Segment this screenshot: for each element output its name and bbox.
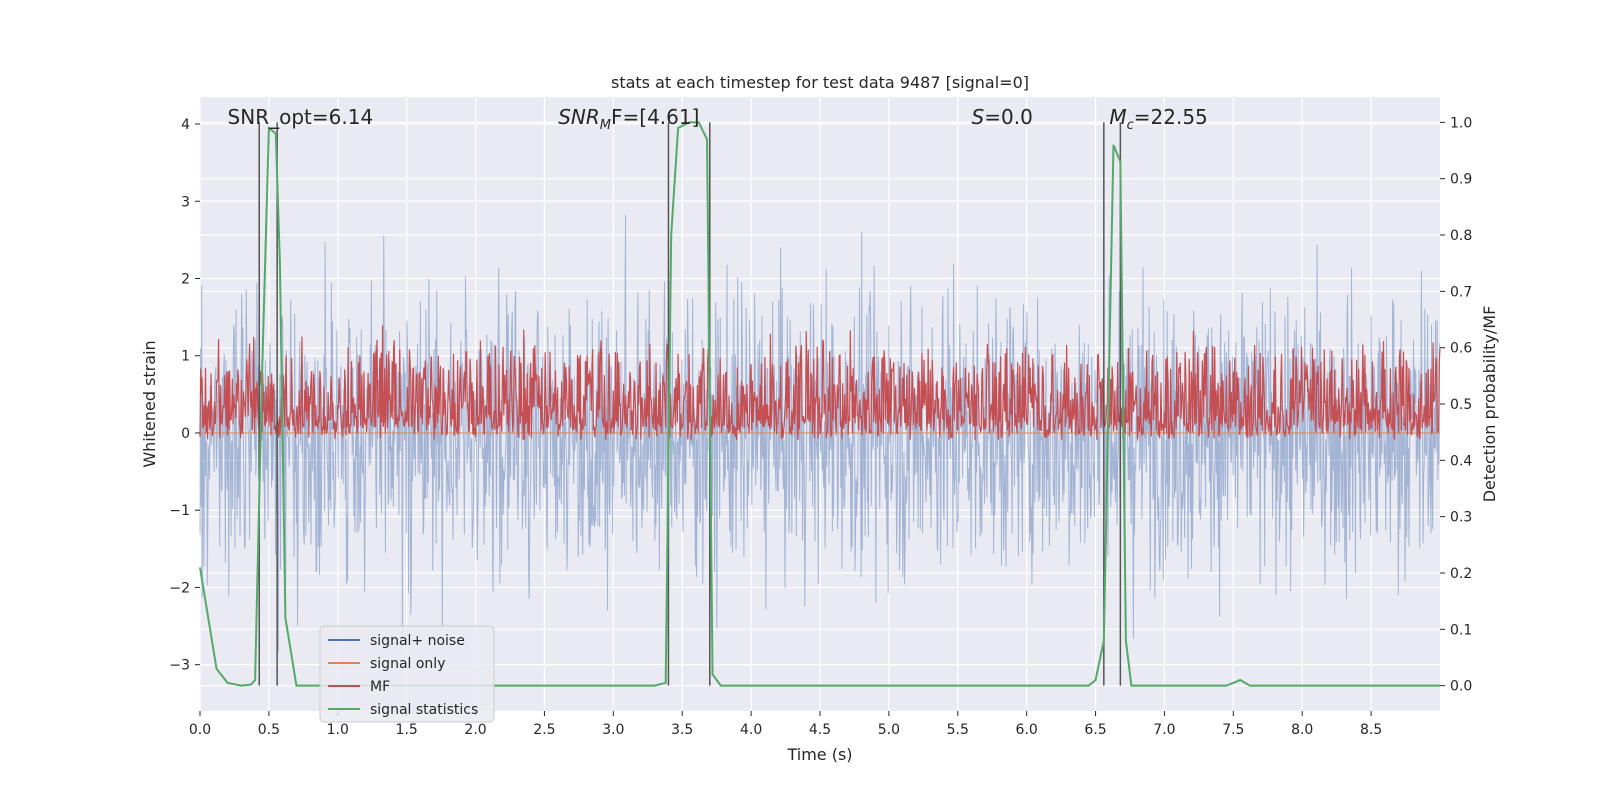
x-tick-label: 6.0 — [1016, 722, 1038, 738]
x-tick-label: 8.5 — [1360, 722, 1382, 738]
y-left-tick-label: −2 — [169, 580, 190, 596]
y-right-tick-label: 0.2 — [1450, 566, 1472, 582]
x-tick-label: 0.5 — [258, 722, 280, 738]
legend-label-signal-noise: signal+ noise — [370, 633, 465, 649]
x-tick-label: 2.0 — [464, 722, 486, 738]
y-left-tick-label: 4 — [181, 117, 190, 133]
x-tick-label: 3.0 — [602, 722, 624, 738]
legend-label-signal-statistics: signal statistics — [370, 702, 478, 718]
y-right-tick-label: 0.3 — [1450, 510, 1472, 526]
y-right-tick-label: 0.5 — [1450, 397, 1472, 413]
x-tick-label: 5.5 — [947, 722, 969, 738]
y-left-tick-label: 1 — [181, 349, 190, 365]
y-left-tick-label: 3 — [181, 194, 190, 210]
annotation-s: S=0.0 — [972, 105, 1033, 129]
x-tick-label: 6.5 — [1084, 722, 1106, 738]
y-left-tick-label: 0 — [181, 426, 190, 442]
y-right-tick-label: 1.0 — [1450, 115, 1472, 131]
x-tick-label: 2.5 — [533, 722, 555, 738]
legend-label-signal-only: signal only — [370, 656, 445, 672]
x-tick-label: 1.5 — [396, 722, 418, 738]
legend-label-mf: MF — [370, 679, 390, 695]
x-tick-label: 7.0 — [1153, 722, 1175, 738]
annotation-snr-mf: SNRMF=[4.61] — [558, 105, 699, 133]
y-right-tick-label: 0.6 — [1450, 341, 1472, 357]
annotations: SNR_opt=6.14 SNRMF=[4.61] S=0.0 Mc=22.55 — [228, 105, 1208, 133]
annotation-snr-opt: SNR_opt=6.14 — [228, 105, 374, 129]
x-tick-label: 4.5 — [809, 722, 831, 738]
y-left-tick-label: −3 — [169, 658, 190, 674]
y-right-tick-label: 0.8 — [1450, 228, 1472, 244]
y-left-tick-label: −1 — [169, 503, 190, 519]
x-axis-ticks: 0.0 0.5 1.0 1.5 2.0 2.5 3.0 3.5 4.0 4.5 5.0 5.5 6.0 6… — [189, 711, 1382, 738]
series-signal-statistics — [199, 121, 1440, 687]
x-tick-label: 7.5 — [1222, 722, 1244, 738]
x-tick-label: 4.0 — [740, 722, 762, 738]
y-left-axis-label: Whitened strain — [140, 340, 159, 467]
x-tick-label: 3.5 — [671, 722, 693, 738]
x-tick-label: 0.0 — [189, 722, 211, 738]
y-left-tick-label: 2 — [181, 271, 190, 287]
legend: signal+ noise signal only MF signal stat… — [319, 625, 495, 723]
x-tick-label: 1.0 — [327, 722, 349, 738]
y-right-tick-label: 0.4 — [1450, 453, 1472, 469]
y-right-tick-label: 0.9 — [1450, 172, 1472, 188]
y-right-axis-ticks: 0.0 0.1 0.2 0.3 0.4 0.5 0.6 0.7 0.8 0.9 1.0 — [1440, 115, 1472, 695]
y-right-axis-label: Detection probability/MF — [1480, 306, 1499, 503]
y-left-axis-ticks: −3 −2 −1 0 1 2 3 4 — [169, 117, 200, 674]
y-right-tick-label: 0.1 — [1450, 622, 1472, 638]
x-axis-label: Time (s) — [786, 745, 852, 764]
legend-box — [319, 625, 495, 723]
annotation-mc: Mc=22.55 — [1109, 105, 1207, 133]
x-tick-label: 8.0 — [1291, 722, 1313, 738]
y-right-tick-label: 0.0 — [1450, 679, 1472, 695]
y-right-tick-label: 0.7 — [1450, 284, 1472, 300]
chart-title: stats at each timestep for test data 948… — [611, 73, 1029, 92]
x-tick-label: 5.0 — [878, 722, 900, 738]
series-mf — [199, 325, 1441, 441]
mf-trace — [199, 325, 1441, 441]
